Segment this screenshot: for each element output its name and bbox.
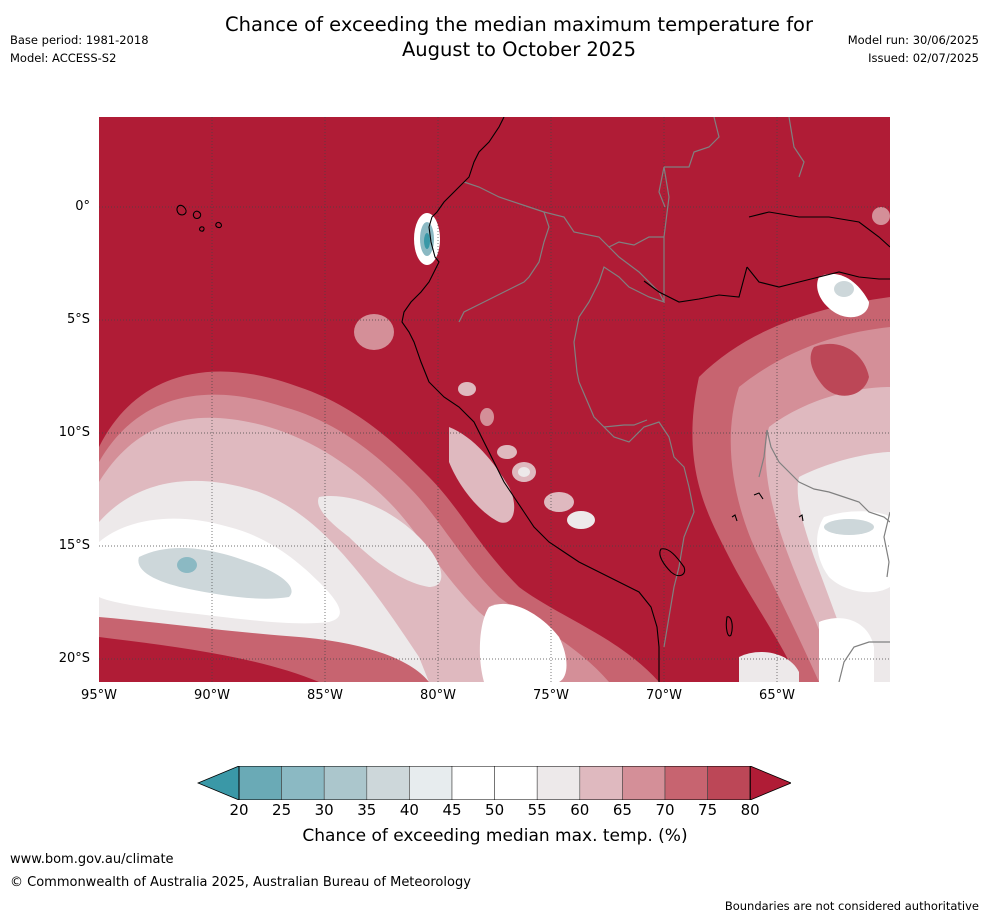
colorbar-tick-label: 45 — [442, 801, 462, 819]
colorbar-tick-label: 60 — [570, 801, 590, 819]
lat-label-5s: 5°S — [66, 312, 90, 327]
colorbar-tick-label: 75 — [698, 801, 718, 819]
colorbar-arrow-low — [197, 766, 240, 800]
title-line-2: August to October 2025 — [401, 38, 637, 61]
lakes — [659, 492, 804, 637]
colorbar-arrow-high — [749, 766, 791, 800]
colorbar-segment — [238, 766, 282, 800]
colorbar-segment — [323, 766, 368, 800]
colorbar-segment — [707, 766, 751, 800]
issued-text: Issued: 02/07/2025 — [868, 51, 979, 65]
colorbar-tick-label: 35 — [357, 801, 377, 819]
boundaries-note: Boundaries are not considered authoritat… — [724, 899, 979, 913]
colorbar-tick-label: 70 — [655, 801, 675, 819]
colorbar — [197, 766, 791, 800]
colorbar-tick-label: 40 — [399, 801, 419, 819]
colorbar-title: Chance of exceeding median max. temp. (%… — [302, 826, 688, 846]
country-borders — [458, 117, 890, 682]
lat-label-0: 0° — [75, 199, 90, 214]
forecast-map — [99, 117, 890, 682]
colorbar-segment — [281, 766, 325, 800]
chart-title: Chance of exceeding the median maximum t… — [150, 12, 888, 62]
colorbar-tick-label: 80 — [740, 801, 760, 819]
colorbar-segment — [664, 766, 708, 800]
meta-right: Model run: 30/06/2025 Issued: 02/07/2025 — [848, 31, 979, 67]
colorbar-tick-label: 20 — [229, 801, 249, 819]
copyright-text: © Commonwealth of Australia 2025, Austra… — [10, 875, 471, 890]
lon-label-95w: 95°W — [81, 688, 117, 703]
lon-label-80w: 80°W — [420, 688, 456, 703]
colorbar-segment — [494, 766, 538, 800]
lat-label-20s: 20°S — [58, 651, 90, 666]
colorbar-outline — [238, 766, 751, 800]
colorbar-segment — [536, 766, 581, 800]
colorbar-segment — [409, 766, 453, 800]
title-line-1: Chance of exceeding the median maximum t… — [224, 13, 814, 36]
colorbar-tick-label: 55 — [527, 801, 547, 819]
colorbar-tick-label: 50 — [485, 801, 505, 819]
lat-label-15s: 15°S — [58, 538, 90, 553]
colorbar-segment — [579, 766, 623, 800]
grid-lines — [99, 117, 890, 682]
meta-left: Base period: 1981-2018 Model: ACCESS-S2 — [10, 31, 149, 67]
colorbar-segment — [366, 766, 410, 800]
colorbar-tick-label: 30 — [314, 801, 334, 819]
lon-label-75w: 75°W — [533, 688, 569, 703]
lon-label-65w: 65°W — [759, 688, 795, 703]
coastlines — [176, 117, 890, 682]
website-link[interactable]: www.bom.gov.au/climate — [10, 852, 174, 867]
model-text: Model: ACCESS-S2 — [10, 51, 117, 65]
lat-label-10s: 10°S — [58, 425, 90, 440]
lon-label-90w: 90°W — [194, 688, 230, 703]
colorbar-segment — [451, 766, 495, 800]
colorbar-tick-label: 25 — [272, 801, 292, 819]
continent-anomaly-region — [692, 273, 890, 682]
base-period-text: Base period: 1981-2018 — [10, 33, 149, 47]
coastal-anomaly-spots — [354, 207, 890, 529]
ocean-anomaly-region — [99, 371, 659, 682]
lon-label-70w: 70°W — [646, 688, 682, 703]
model-run-text: Model run: 30/06/2025 — [847, 33, 979, 47]
lon-label-85w: 85°W — [307, 688, 343, 703]
colorbar-tick-label: 65 — [612, 801, 632, 819]
colorbar-segment — [622, 766, 666, 800]
